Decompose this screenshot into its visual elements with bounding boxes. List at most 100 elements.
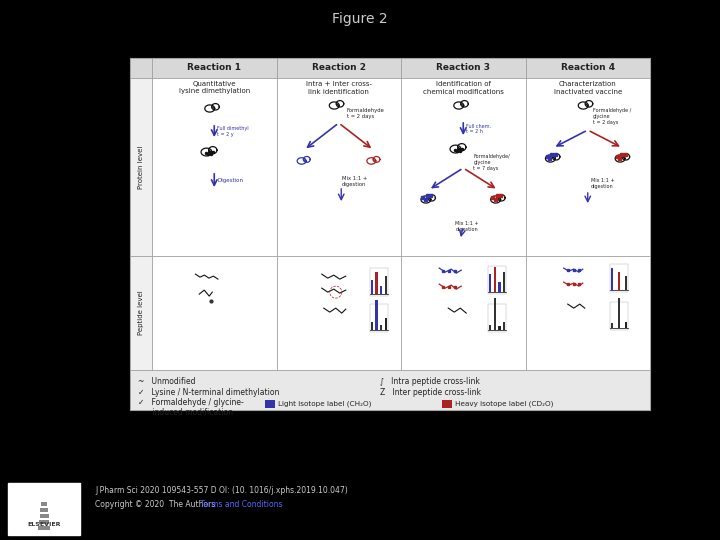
Bar (503, 322, 505, 330)
Bar (625, 322, 627, 328)
Text: Peptide level: Peptide level (138, 291, 144, 335)
Bar (370, 304, 388, 332)
Bar (489, 325, 491, 330)
Bar (39, 520, 49, 524)
Bar (620, 152, 623, 156)
Bar (549, 157, 552, 160)
Bar (130, 58, 152, 78)
Text: ~   Unmodified: ~ Unmodified (138, 377, 196, 386)
Bar (41, 502, 47, 506)
Text: Quantitative
lysine dimethylation: Quantitative lysine dimethylation (179, 81, 250, 94)
Bar (546, 155, 549, 158)
Bar (130, 370, 650, 410)
Bar (384, 318, 387, 330)
Bar (276, 58, 401, 78)
Bar (442, 400, 452, 408)
Bar (370, 268, 388, 296)
Bar (495, 193, 499, 197)
Bar (610, 264, 628, 292)
Bar (624, 152, 626, 156)
Bar (611, 268, 613, 290)
Bar (499, 193, 502, 197)
Text: Intra + Inter cross-
link identification: Intra + Inter cross- link identification (306, 81, 372, 94)
Bar (8, 483, 80, 535)
Bar (426, 193, 429, 197)
Bar (526, 58, 650, 78)
Bar (380, 286, 382, 294)
Bar (401, 58, 526, 78)
Bar (401, 78, 526, 256)
Text: Formaldehyde /
glycine
t = 2 days: Formaldehyde / glycine t = 2 days (593, 108, 631, 125)
Bar (498, 282, 500, 292)
Bar (152, 256, 276, 370)
Text: Full dimethyl
t = 2 y: Full dimethyl t = 2 y (217, 126, 249, 137)
Text: Protein level: Protein level (138, 145, 144, 189)
Text: Full chem.
t = 2 h: Full chem. t = 2 h (467, 124, 491, 134)
Bar (384, 276, 387, 294)
Bar (40, 508, 48, 512)
Bar (625, 276, 627, 290)
Text: J Pharm Sci 2020 109543-557 D OI: (10. 1016/j.xphs.2019.10.047): J Pharm Sci 2020 109543-557 D OI: (10. 1… (95, 486, 348, 495)
Bar (371, 280, 373, 294)
Text: Formaldehyde/
glycine
t = 7 days: Formaldehyde/ glycine t = 7 days (473, 154, 510, 171)
Text: ELSEVIER: ELSEVIER (27, 522, 60, 527)
Bar (40, 514, 48, 518)
Text: ∫   Intra peptide cross-link: ∫ Intra peptide cross-link (379, 377, 480, 386)
Bar (38, 526, 50, 530)
Bar (616, 155, 618, 158)
Bar (526, 256, 650, 370)
Bar (152, 58, 276, 78)
Bar (375, 300, 378, 330)
Text: Copyright © 2020  The Authors: Copyright © 2020 The Authors (95, 500, 220, 509)
Text: Formaldehyde
t = 2 days: Formaldehyde t = 2 days (347, 108, 384, 119)
Bar (618, 272, 621, 290)
Bar (130, 256, 152, 370)
Bar (498, 326, 500, 330)
Text: Light isotope label (CH₂O): Light isotope label (CH₂O) (278, 401, 372, 407)
Text: Mix 1:1 +
digestion: Mix 1:1 + digestion (590, 178, 614, 189)
Text: Figure 2: Figure 2 (332, 12, 388, 26)
Bar (152, 78, 276, 256)
Text: Reaction 1: Reaction 1 (187, 64, 241, 72)
Text: Mix 1:1 +
digestion: Mix 1:1 + digestion (342, 176, 367, 187)
Bar (130, 58, 650, 410)
Bar (494, 298, 496, 330)
Text: Characterization
Inactivated vaccine: Characterization Inactivated vaccine (554, 81, 622, 94)
Text: Reaction 4: Reaction 4 (561, 64, 615, 72)
Text: ✓   Lysine / N-terminal dimethylation: ✓ Lysine / N-terminal dimethylation (138, 388, 279, 397)
Bar (554, 152, 557, 156)
Bar (494, 198, 497, 201)
Bar (494, 267, 496, 292)
Bar (375, 272, 378, 294)
Text: ✓   Formaldehyde / glycine-
      induced modification: ✓ Formaldehyde / glycine- induced modifi… (138, 398, 244, 417)
Bar (276, 256, 401, 370)
Bar (488, 266, 506, 294)
Bar (380, 325, 382, 330)
Text: Z   Inter peptide cross-link: Z Inter peptide cross-link (379, 388, 481, 397)
Bar (618, 157, 621, 160)
Bar (491, 196, 494, 199)
Bar (276, 78, 401, 256)
Text: Terms and Conditions: Terms and Conditions (200, 500, 282, 509)
Text: Reaction 2: Reaction 2 (312, 64, 366, 72)
Text: Mix 1:1 +
digestion: Mix 1:1 + digestion (455, 221, 479, 232)
Text: Digestion: Digestion (217, 178, 243, 183)
Bar (421, 196, 424, 199)
Bar (488, 304, 506, 332)
Bar (371, 322, 373, 330)
Bar (611, 323, 613, 328)
Bar (526, 78, 650, 256)
Bar (489, 274, 491, 292)
Bar (424, 198, 427, 201)
Bar (130, 78, 152, 256)
Bar (401, 256, 526, 370)
Bar (610, 302, 628, 330)
Bar (618, 298, 621, 328)
Bar (429, 193, 433, 197)
Text: Identification of
chemical modifications: Identification of chemical modifications (423, 81, 504, 94)
Text: Heavy isotope label (CD₂O): Heavy isotope label (CD₂O) (455, 401, 554, 407)
Text: Reaction 3: Reaction 3 (436, 64, 490, 72)
Bar (265, 400, 275, 408)
Bar (503, 272, 505, 292)
Bar (550, 152, 554, 156)
